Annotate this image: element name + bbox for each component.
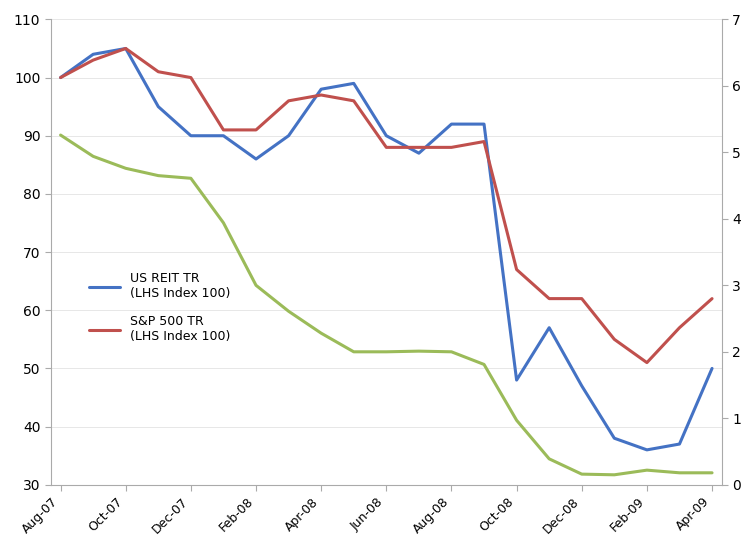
Line: S&P 500 TR
(LHS Index 100): S&P 500 TR (LHS Index 100) [60, 48, 712, 362]
US REIT TR
(LHS Index 100) [707, 365, 716, 372]
S&P 500 TR
(LHS Index 100) [251, 126, 260, 133]
US REIT TR
(LHS Index 100) [88, 51, 97, 58]
S&P 500 TR
(LHS Index 100) [316, 92, 325, 98]
S&P 500 TR
(LHS Index 100) [447, 144, 456, 151]
S&P 500 TR
(LHS Index 100) [544, 295, 553, 302]
S&P 500 TR
(LHS Index 100) [284, 97, 293, 104]
US REIT TR
(LHS Index 100) [414, 150, 424, 157]
S&P 500 TR
(LHS Index 100) [122, 45, 131, 52]
US REIT TR
(LHS Index 100) [643, 447, 652, 453]
S&P 500 TR
(LHS Index 100) [56, 74, 65, 81]
S&P 500 TR
(LHS Index 100) [610, 336, 619, 343]
S&P 500 TR
(LHS Index 100) [414, 144, 424, 151]
Line: US REIT TR
(LHS Index 100): US REIT TR (LHS Index 100) [60, 48, 712, 450]
US REIT TR
(LHS Index 100) [122, 45, 131, 52]
US REIT TR
(LHS Index 100) [610, 435, 619, 442]
US REIT TR
(LHS Index 100) [578, 383, 587, 389]
US REIT TR
(LHS Index 100) [186, 133, 196, 139]
Legend: US REIT TR
(LHS Index 100), S&P 500 TR
(LHS Index 100): US REIT TR (LHS Index 100), S&P 500 TR (… [84, 267, 236, 348]
US REIT TR
(LHS Index 100) [512, 377, 521, 383]
US REIT TR
(LHS Index 100) [675, 441, 684, 447]
US REIT TR
(LHS Index 100) [382, 133, 391, 139]
US REIT TR
(LHS Index 100) [350, 80, 359, 87]
S&P 500 TR
(LHS Index 100) [675, 324, 684, 331]
US REIT TR
(LHS Index 100) [154, 103, 163, 110]
US REIT TR
(LHS Index 100) [544, 324, 553, 331]
US REIT TR
(LHS Index 100) [251, 156, 260, 162]
US REIT TR
(LHS Index 100) [56, 74, 65, 81]
US REIT TR
(LHS Index 100) [219, 133, 228, 139]
S&P 500 TR
(LHS Index 100) [382, 144, 391, 151]
S&P 500 TR
(LHS Index 100) [707, 295, 716, 302]
S&P 500 TR
(LHS Index 100) [350, 97, 359, 104]
S&P 500 TR
(LHS Index 100) [88, 57, 97, 63]
US REIT TR
(LHS Index 100) [447, 121, 456, 128]
S&P 500 TR
(LHS Index 100) [154, 68, 163, 75]
US REIT TR
(LHS Index 100) [479, 121, 488, 128]
S&P 500 TR
(LHS Index 100) [479, 138, 488, 145]
US REIT TR
(LHS Index 100) [316, 86, 325, 92]
S&P 500 TR
(LHS Index 100) [219, 126, 228, 133]
S&P 500 TR
(LHS Index 100) [643, 359, 652, 366]
S&P 500 TR
(LHS Index 100) [186, 74, 196, 81]
S&P 500 TR
(LHS Index 100) [578, 295, 587, 302]
US REIT TR
(LHS Index 100) [284, 133, 293, 139]
S&P 500 TR
(LHS Index 100) [512, 266, 521, 273]
